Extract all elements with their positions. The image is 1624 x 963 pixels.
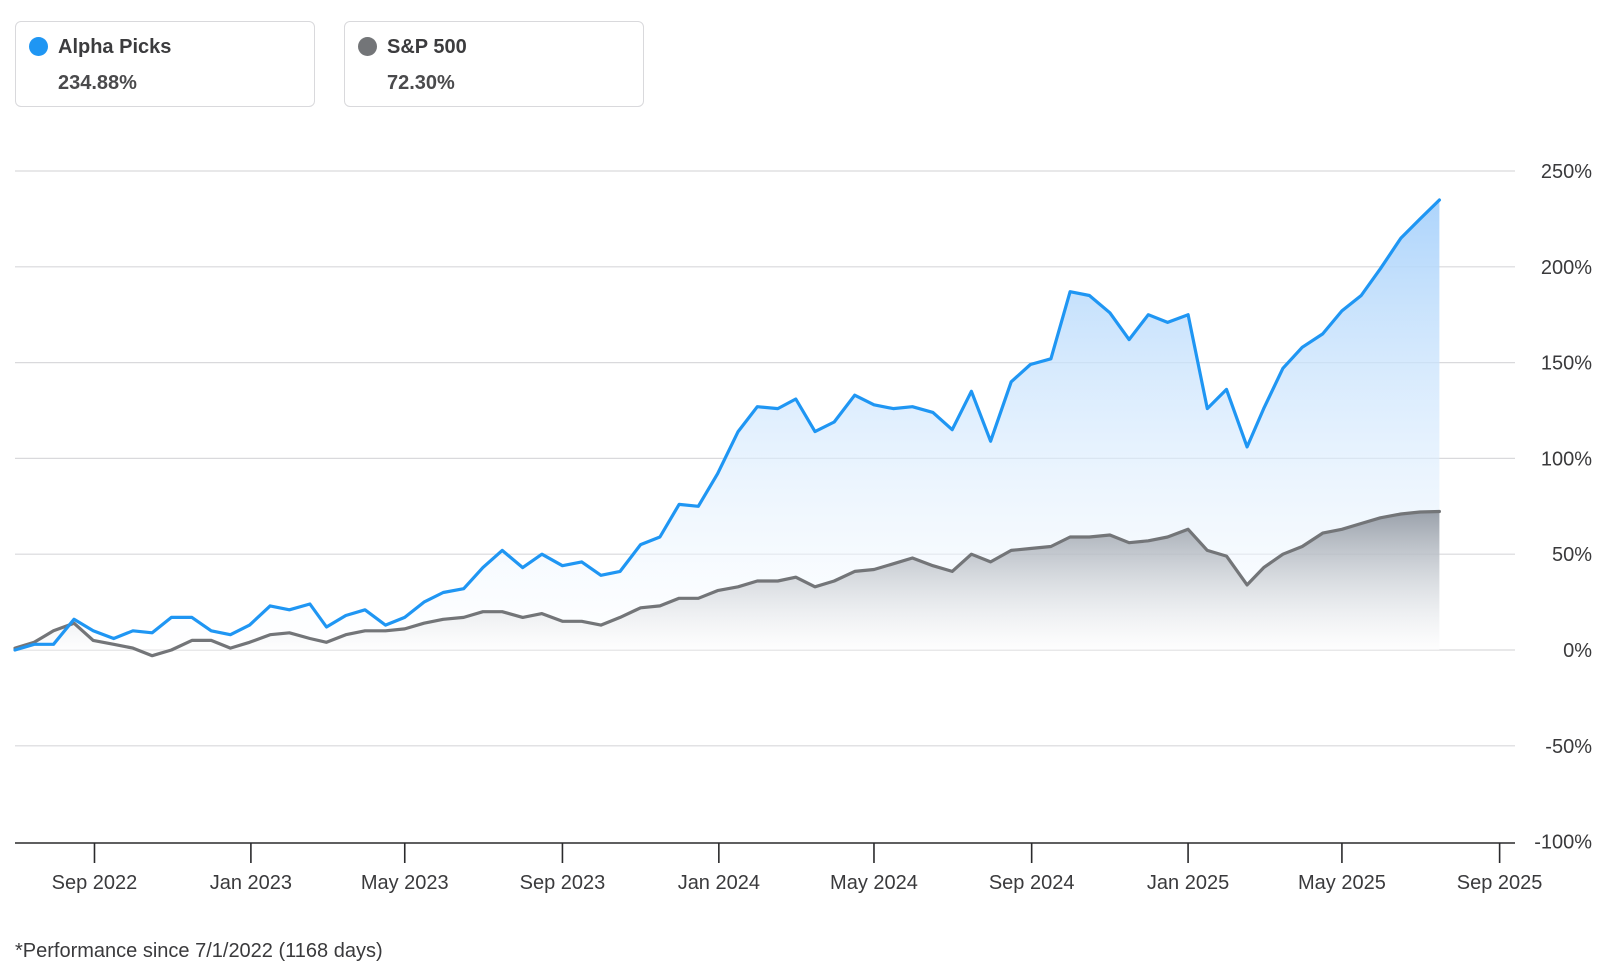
legend-dot-alpha-picks [29,37,48,56]
x-tick-label: Sep 2023 [520,872,606,894]
x-axis: Sep 2022 Jan 2023 May 2023 Sep 2023 Jan 2024… [15,842,1543,894]
y-tick-label: 250% [1541,161,1592,183]
y-tick-label: 50% [1552,544,1592,566]
sp500-line [13,509,1441,658]
footnote: *Performance since 7/1/2022 (1168 days) [15,940,383,962]
legend-value-alpha-picks: 234.88% [58,72,137,94]
legend-card-sp500[interactable]: S&P 500 72.30% [344,21,644,107]
x-tick-label: Sep 2024 [989,872,1075,894]
y-tick-label: -100% [1534,832,1592,854]
alpha-picks-line [13,198,1441,652]
x-tick-label: Jan 2025 [1147,872,1229,894]
y-tick-label: 0% [1563,640,1592,662]
x-tick-label: May 2025 [1298,872,1386,894]
y-tick-label: 100% [1541,448,1592,470]
x-tick-label: May 2023 [361,872,449,894]
sp500-area [15,511,1440,656]
legend-value-sp500: 72.30% [387,72,455,94]
x-tick-label: Jan 2023 [210,872,292,894]
legend-card-alpha-picks[interactable]: Alpha Picks 234.88% [15,21,315,107]
y-axis-labels: 250% 200% 150% 100% 50% 0% -50% -100% [1534,161,1592,854]
legend-dot-sp500 [358,37,377,56]
series-lines [13,198,1441,658]
x-tick-label: May 2024 [830,872,918,894]
y-tick-label: -50% [1545,736,1592,758]
legend-name-sp500: S&P 500 [387,36,467,58]
x-tick-label: Jan 2024 [678,872,760,894]
legend-name-alpha-picks: Alpha Picks [58,36,172,58]
x-tick-label: Sep 2025 [1457,872,1543,894]
y-tick-label: 150% [1541,353,1592,375]
y-tick-label: 200% [1541,257,1592,279]
x-tick-label: Sep 2022 [52,872,138,894]
